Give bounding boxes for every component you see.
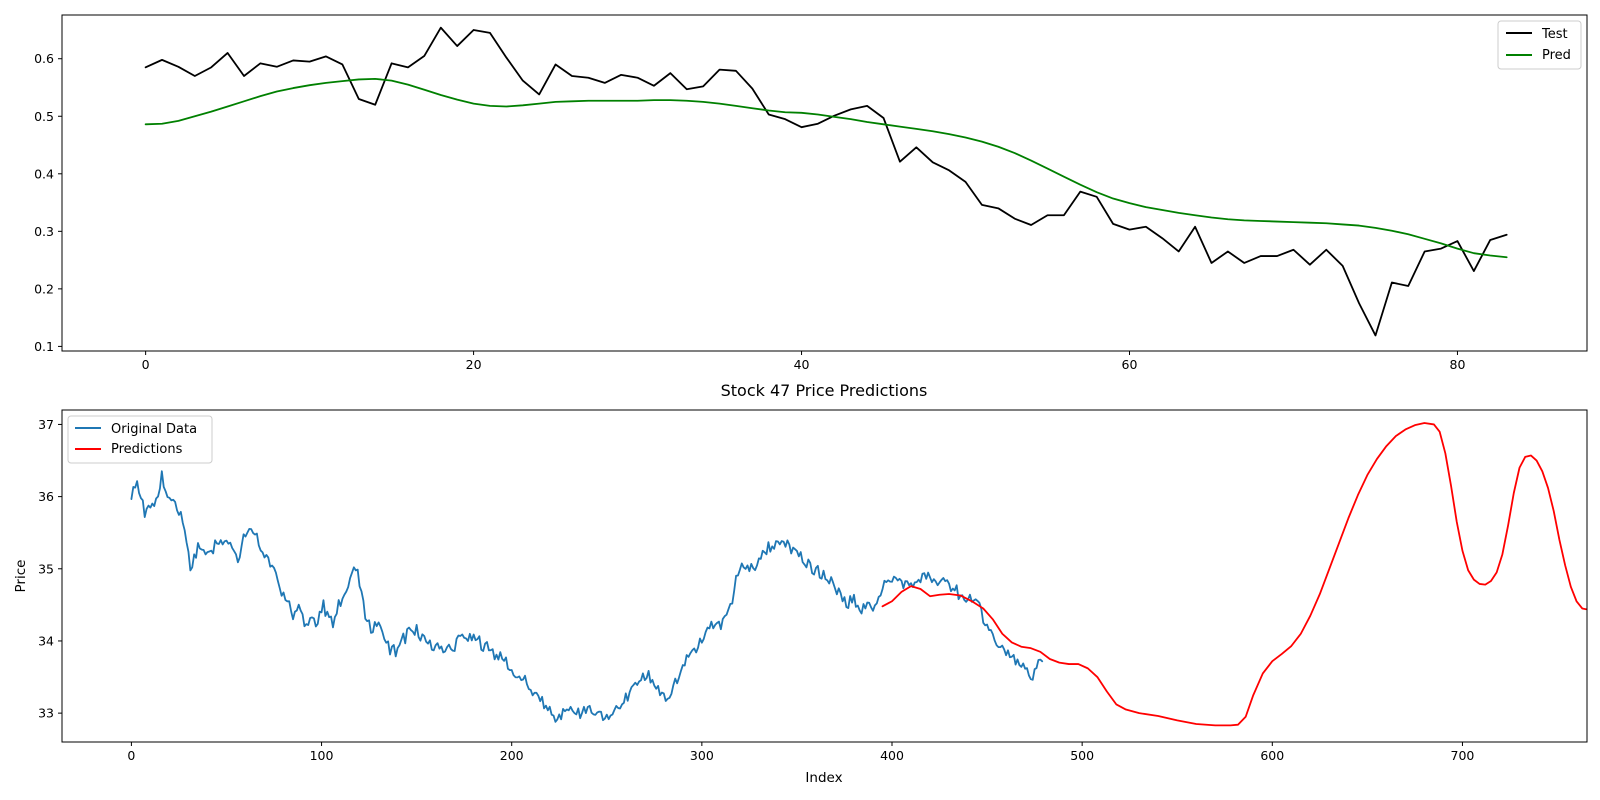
top-chart: 0 20 40 60 80 0.1 0.2 0.3 0.4 0.5 0.6 Test Pred: [34, 14, 1588, 372]
bottom-chart-series-line-predictions: [881, 422, 1587, 727]
bottom-chart-x-tick-label: 100: [310, 748, 334, 763]
top-chart-y-tick-label: 0.4: [34, 166, 54, 181]
legend-label-test: Test: [1541, 27, 1568, 42]
bottom-chart-y-tick-label: 36: [38, 489, 54, 504]
top-chart-y-tick-label: 0.1: [34, 339, 54, 354]
top-chart-y-tick-label: 0.2: [34, 281, 54, 296]
top-chart-y-tick-label: 0.3: [34, 224, 54, 239]
top-chart-series-line-test: [144, 26, 1508, 337]
top-chart-series: [144, 26, 1508, 337]
top-chart-ticks: 0 20 40 60 80 0.1 0.2 0.3 0.4 0.5 0.6: [34, 51, 1465, 372]
bottom-chart-y-tick-label: 33: [38, 706, 54, 721]
bottom-chart: Stock 47 Price Predictions 0 100 200 300 400…: [13, 381, 1588, 786]
bottom-chart-legend: Original Data Predictions: [67, 415, 213, 464]
bottom-chart-xlabel: Index: [805, 770, 842, 786]
top-chart-y-tick-label: 0.6: [34, 51, 54, 66]
top-chart-legend: Test Pred: [1497, 20, 1582, 70]
legend-label-pred: Pred: [1542, 48, 1571, 63]
top-chart-x-tick-label: 0: [142, 357, 150, 372]
top-chart-x-tick-label: 80: [1450, 357, 1466, 372]
top-chart-y-tick-label: 0.5: [34, 109, 54, 124]
bottom-chart-x-tick-label: 400: [880, 748, 904, 763]
bottom-chart-x-tick-label: 600: [1260, 748, 1284, 763]
bottom-chart-ticks: 0 100 200 300 400 500 600 700 33 34 35 36 37: [38, 417, 1474, 763]
bottom-chart-y-tick-label: 35: [38, 561, 54, 576]
top-chart-x-tick-label: 40: [794, 357, 810, 372]
bottom-chart-x-tick-label: 200: [500, 748, 524, 763]
bottom-chart-series-line-original-data: [130, 470, 1044, 723]
bottom-chart-y-tick-label: 37: [38, 417, 54, 432]
top-chart-frame: [61, 14, 1588, 352]
top-chart-series-line-pred: [144, 77, 1508, 259]
bottom-chart-series: [130, 422, 1587, 727]
bottom-chart-ylabel: Price: [13, 560, 29, 593]
top-chart-x-tick-label: 60: [1122, 357, 1138, 372]
bottom-chart-legend-box: [67, 415, 213, 464]
bottom-chart-title: Stock 47 Price Predictions: [721, 381, 928, 400]
bottom-chart-frame: [61, 409, 1588, 743]
bottom-chart-x-tick-label: 700: [1451, 748, 1475, 763]
bottom-chart-x-tick-label: 500: [1070, 748, 1094, 763]
legend-label-predictions: Predictions: [111, 442, 183, 457]
bottom-chart-y-tick-label: 34: [38, 633, 54, 648]
legend-label-original-data: Original Data: [111, 422, 197, 437]
bottom-chart-x-tick-label: 0: [127, 748, 135, 763]
bottom-chart-x-tick-label: 300: [690, 748, 714, 763]
top-chart-x-tick-label: 20: [466, 357, 482, 372]
